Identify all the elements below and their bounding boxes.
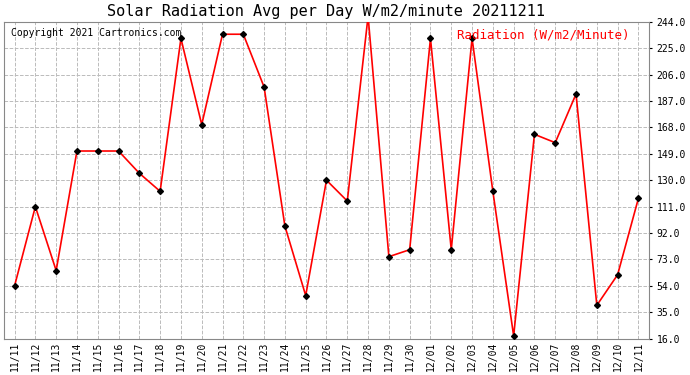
Text: Radiation (W/m2/Minute): Radiation (W/m2/Minute): [457, 28, 629, 41]
Text: Copyright 2021 Cartronics.com: Copyright 2021 Cartronics.com: [10, 28, 181, 38]
Title: Solar Radiation Avg per Day W/m2/minute 20211211: Solar Radiation Avg per Day W/m2/minute …: [108, 4, 546, 19]
